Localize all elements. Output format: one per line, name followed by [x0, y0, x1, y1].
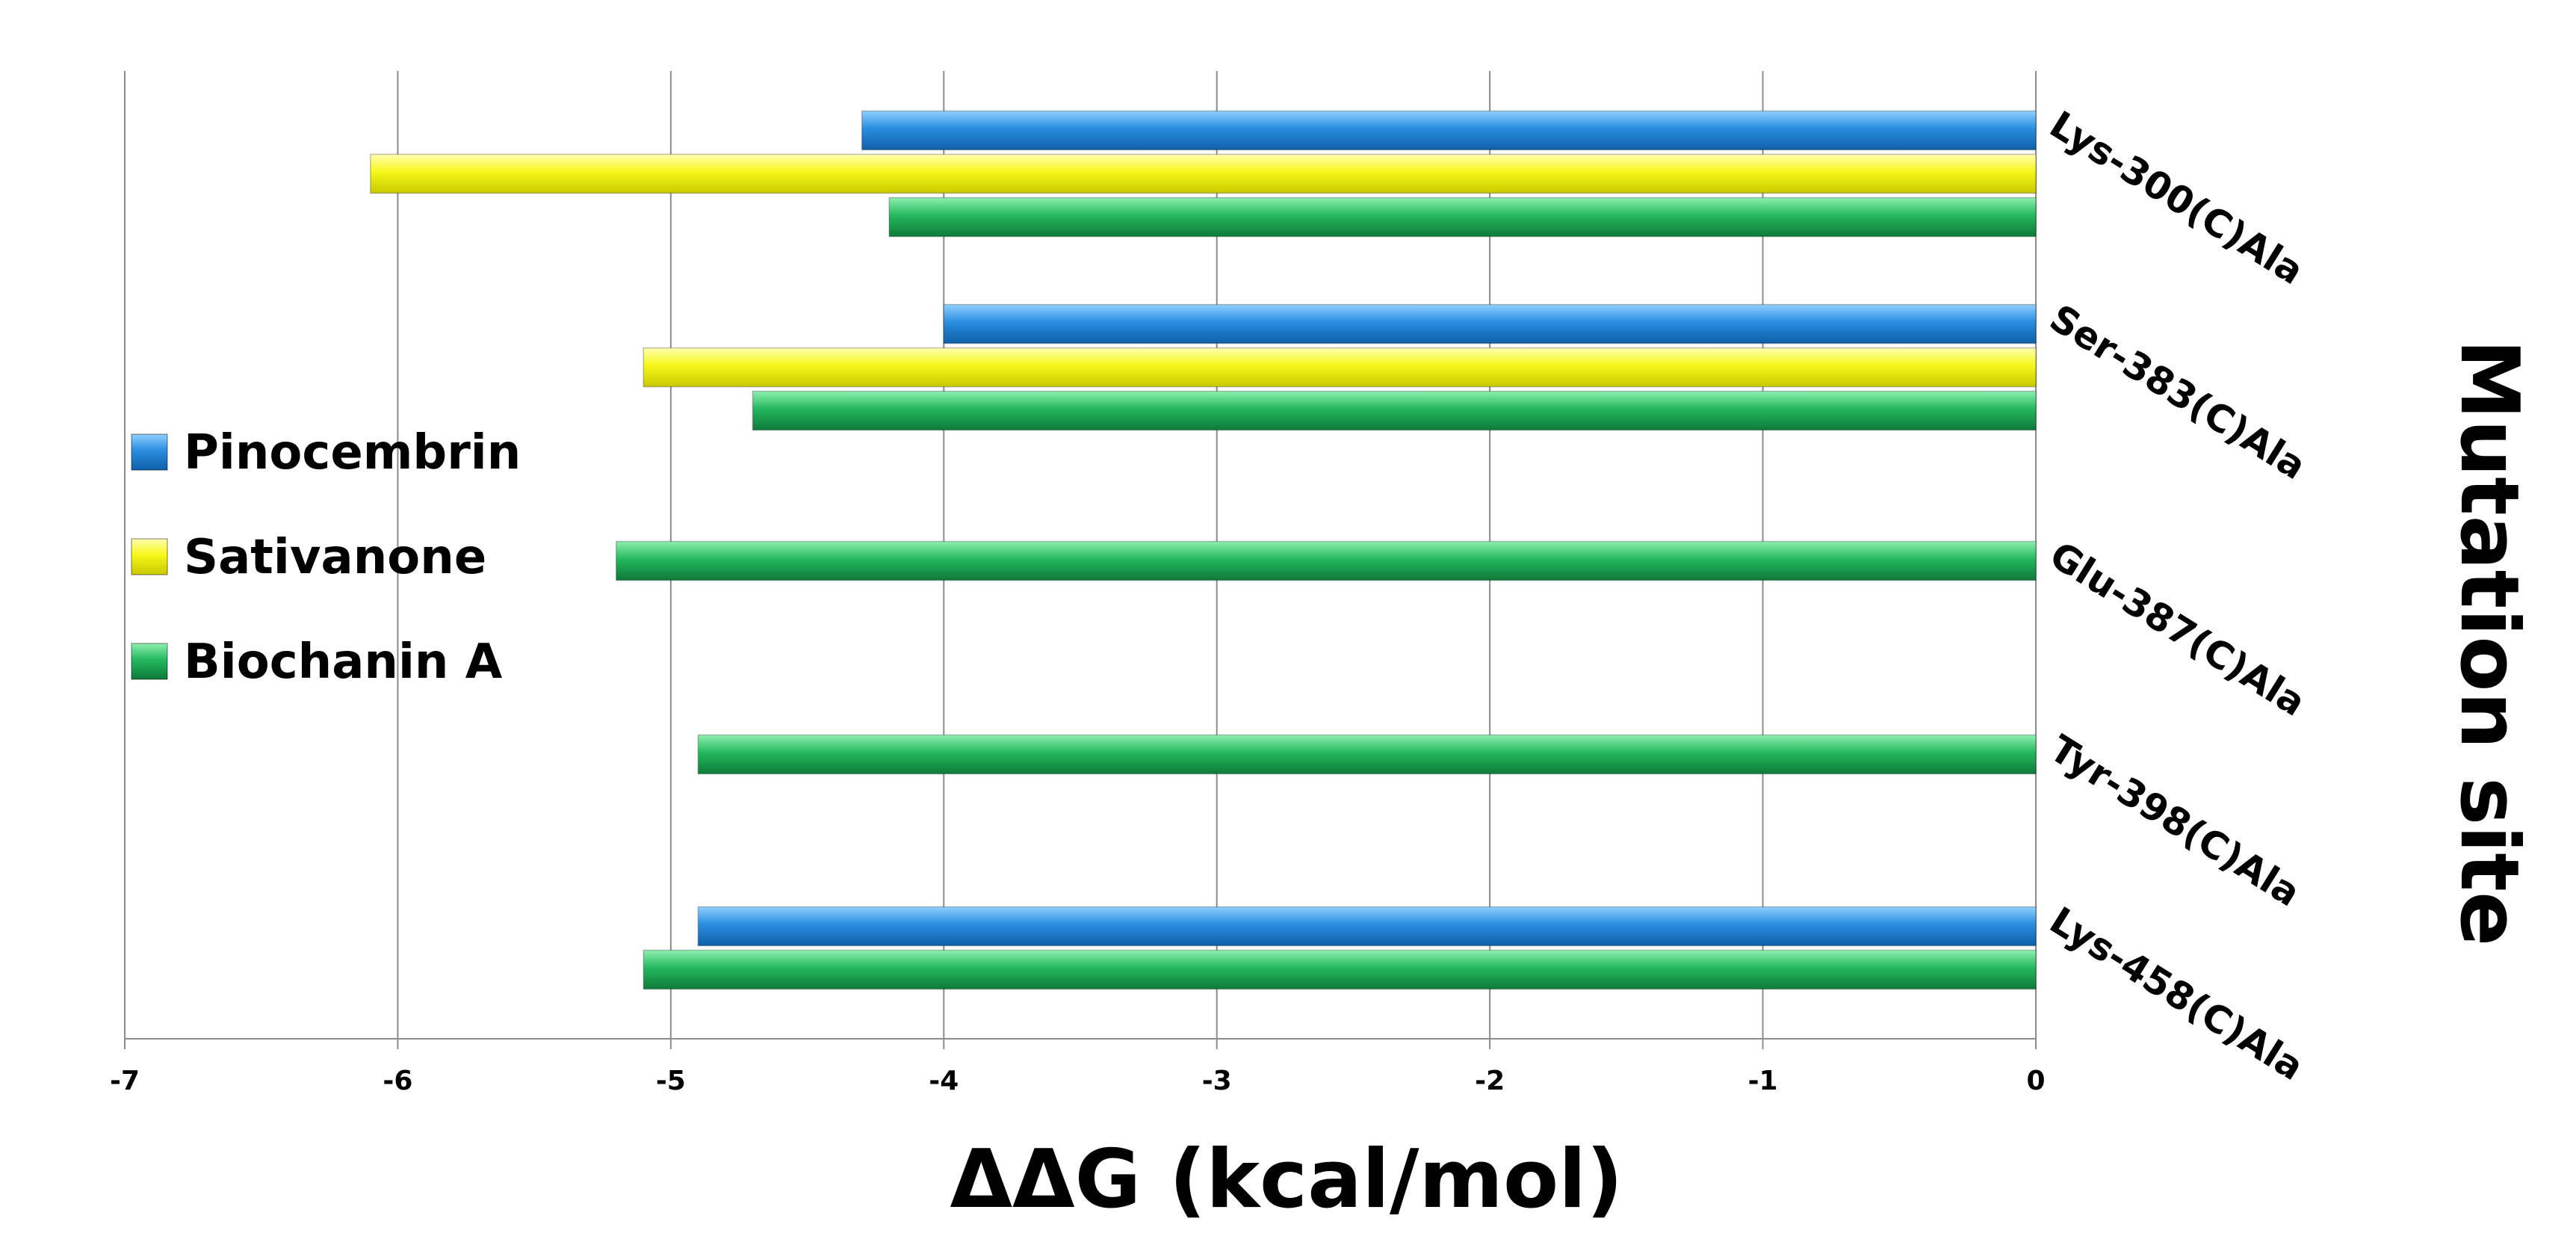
bar-sativanone	[643, 347, 2037, 388]
x-tick-label: -1	[1748, 1066, 1778, 1096]
category-label: Lys-458(C)Ala	[2043, 898, 2312, 1089]
category-label: Lys-300(C)Ala	[2043, 102, 2312, 293]
legend-label: Biochanin A	[184, 634, 503, 690]
x-tick-label: -7	[110, 1066, 140, 1096]
category-label: Ser-383(C)Ala	[2043, 296, 2314, 488]
legend-label: Pinocembrin	[184, 425, 521, 481]
bar-sativanone	[370, 153, 2037, 194]
legend-swatch	[131, 538, 168, 575]
bars	[370, 110, 2037, 990]
x-tick-label: -6	[383, 1066, 412, 1096]
x-tick-label: 0	[2026, 1066, 2045, 1096]
bar-pinocembrin	[861, 110, 2037, 151]
bar-pinocembrin	[943, 303, 2037, 345]
x-tick-label: -2	[1475, 1066, 1505, 1096]
bar-biochanin-a	[888, 197, 2037, 238]
legend: Pinocembrin Sativanone Biochanin A	[131, 425, 521, 690]
bar-biochanin-a	[643, 949, 2037, 990]
x-tick-label: -5	[656, 1066, 686, 1096]
x-tick-labels: -7 -6 -5 -4 -3 -2 -1 0	[110, 1066, 2046, 1096]
legend-swatch	[131, 643, 168, 680]
x-tick-label: -4	[929, 1066, 959, 1096]
bar-biochanin-a	[616, 540, 2037, 581]
category-label: Tyr-398(C)Ala	[2043, 726, 2308, 915]
bar-biochanin-a	[697, 734, 2037, 775]
category-label: Glu-387(C)Ala	[2043, 533, 2313, 724]
x-tick-label: -3	[1202, 1066, 1232, 1096]
bar-pinocembrin	[697, 906, 2037, 947]
x-axis-title: ΔΔG (kcal/mol)	[950, 1133, 1623, 1226]
y-axis-title: Mutation site	[2442, 339, 2536, 946]
legend-swatch	[131, 433, 168, 471]
legend-label: Sativanone	[184, 530, 486, 585]
bar-biochanin-a	[752, 390, 2037, 431]
